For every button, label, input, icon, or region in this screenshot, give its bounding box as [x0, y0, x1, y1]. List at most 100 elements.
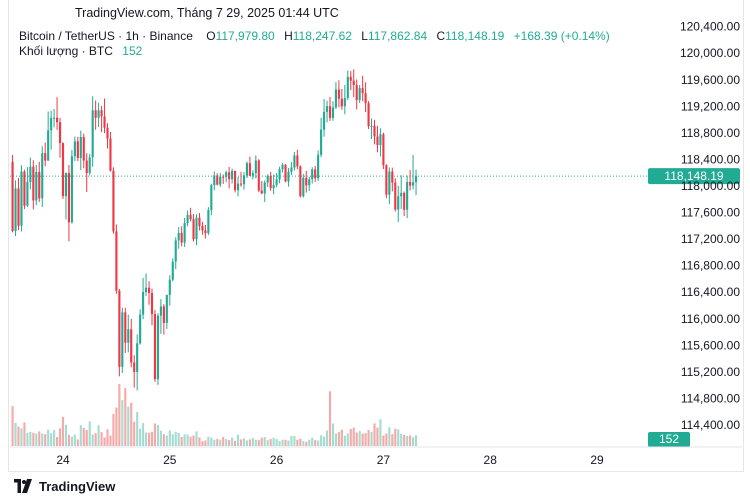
- candle-body: [281, 164, 284, 170]
- candle-body: [35, 171, 38, 201]
- volume-bar: [216, 439, 219, 446]
- volume-bar: [38, 431, 41, 446]
- volume-bar: [23, 422, 26, 446]
- candle-body: [26, 181, 29, 206]
- volume-bar: [106, 429, 109, 446]
- volume-bar: [159, 430, 162, 446]
- volume-bar: [414, 435, 418, 446]
- candle-body: [210, 185, 213, 210]
- candle-body: [254, 160, 257, 174]
- volume-value: 152: [122, 44, 143, 58]
- candle-body: [331, 107, 335, 118]
- volume-bar: [370, 431, 373, 446]
- volume-bar: [337, 432, 340, 446]
- footer-brand[interactable]: TradingView: [12, 477, 115, 495]
- volume-bar: [97, 425, 100, 446]
- candle-body: [340, 98, 343, 107]
- time-tick-label: 28: [484, 453, 498, 467]
- volume-bar: [61, 416, 65, 446]
- volume-bar: [127, 406, 130, 446]
- symbol-description[interactable]: Bitcoin / TetherUS · 1h · Binance: [19, 29, 193, 43]
- volume-bar: [219, 439, 222, 446]
- volume-bar: [355, 432, 358, 446]
- candle-body: [97, 110, 100, 118]
- candle-body: [162, 306, 165, 323]
- candle-body: [406, 182, 409, 210]
- volume-bar: [228, 440, 231, 446]
- candle-body: [337, 89, 340, 99]
- candle-body: [355, 85, 358, 101]
- price-tick-label: 118,000.00: [681, 179, 740, 193]
- volume-bar: [296, 439, 299, 446]
- candle-body: [79, 136, 82, 158]
- volume-bar: [281, 439, 284, 446]
- volume-badge[interactable]: [648, 432, 690, 447]
- volume-label[interactable]: Khối lượng · BTC: [19, 44, 113, 58]
- candle-body: [376, 136, 379, 146]
- candle-body: [195, 217, 198, 240]
- candle-body: [400, 192, 403, 197]
- volume-bar: [174, 431, 177, 446]
- volume-bar: [58, 428, 62, 446]
- candle-body: [325, 106, 329, 112]
- volume-bar: [180, 436, 183, 446]
- candle-body: [118, 290, 121, 367]
- candle-body: [100, 110, 103, 117]
- candle-body: [385, 165, 388, 195]
- volume-bar: [64, 424, 68, 446]
- volume-bar: [79, 425, 82, 446]
- volume-bar: [367, 430, 370, 446]
- volume-bar: [379, 419, 382, 446]
- candle-body: [53, 117, 56, 119]
- candle-body: [168, 279, 171, 295]
- volume-bar: [236, 434, 240, 446]
- candle-body: [296, 155, 299, 167]
- candle-body: [67, 172, 71, 223]
- last-price-badge[interactable]: [648, 168, 740, 185]
- candle-body: [82, 136, 85, 161]
- candle-body: [88, 157, 91, 174]
- volume-bar: [201, 441, 204, 446]
- candle-body: [183, 223, 186, 243]
- volume-bar: [254, 439, 257, 446]
- candle-body: [239, 183, 243, 185]
- candle-body: [346, 76, 349, 98]
- candle-body: [91, 110, 94, 158]
- candle-body: [328, 106, 332, 118]
- volume-bar: [85, 430, 88, 446]
- candle-body: [382, 134, 385, 166]
- volume-bar: [293, 435, 296, 446]
- candle-body: [204, 230, 207, 234]
- candle-body: [94, 110, 97, 118]
- price-tick-label: 118,800.00: [681, 126, 740, 140]
- time-axis[interactable]: 24 25 26 27 28 29: [10, 446, 742, 467]
- volume-bar: [287, 440, 290, 446]
- price-tick-label: 117,200.00: [681, 232, 740, 246]
- candle-body: [130, 329, 133, 363]
- volume-bar: [165, 435, 168, 446]
- candle-body: [287, 171, 290, 182]
- price-tick-label: 116,400.00: [681, 285, 740, 299]
- volume-bar: [391, 434, 394, 446]
- volume-bar: [406, 435, 409, 446]
- volume-bar: [70, 436, 73, 446]
- candle-body: [142, 292, 145, 315]
- candle-body: [103, 116, 106, 128]
- candle-body: [334, 89, 338, 108]
- volume-bar: [222, 436, 225, 446]
- volume-bar: [225, 439, 228, 446]
- volume-bar: [133, 421, 136, 446]
- volume-bar: [14, 422, 17, 446]
- volume-bar: [207, 436, 210, 446]
- candle-body: [61, 143, 65, 197]
- volume-bar: [55, 436, 59, 446]
- price-axis[interactable]: 120,400.00 120,000.00 119,600.00 119,200.00…: [680, 20, 740, 432]
- volume-bar: [388, 427, 391, 446]
- price-tick-label: 114,400.00: [681, 418, 740, 432]
- candle-body: [112, 170, 115, 232]
- candlesticks: [11, 69, 418, 391]
- low-label: L: [361, 29, 368, 43]
- candle-body: [358, 88, 361, 101]
- volume-bar: [35, 433, 38, 446]
